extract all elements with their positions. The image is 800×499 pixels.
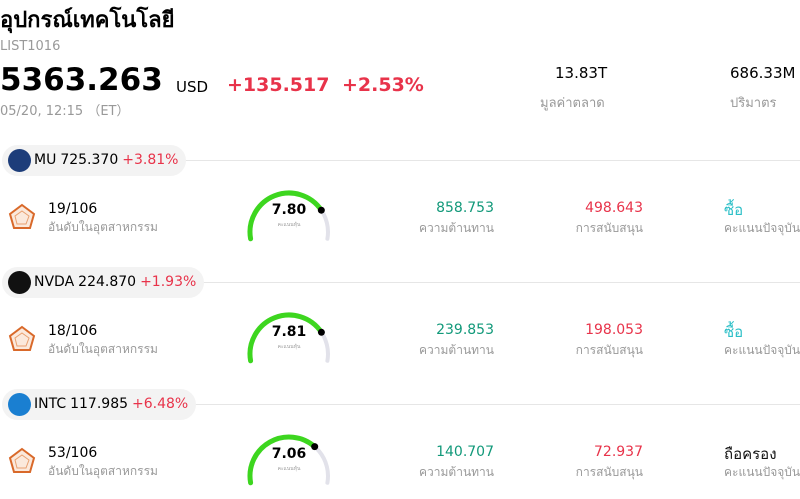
support-label: การสนับสนุน <box>575 343 643 357</box>
logo <box>8 271 31 294</box>
score-label: คะแนนหุ้น <box>277 344 301 350</box>
rating: ซื้อ <box>724 323 744 341</box>
rating-label: คะแนนปัจจุบัน <box>724 465 800 479</box>
code: LIST1016 <box>0 39 61 54</box>
resistance-label: ความต้านทาน <box>419 343 494 357</box>
resistance-label: ความต้านทาน <box>419 465 494 479</box>
gauge-fill <box>247 434 318 486</box>
resistance: 239.853 <box>436 322 494 338</box>
rank-label: อันดับในอุตสาหกรรม <box>48 464 158 478</box>
divider <box>180 160 800 161</box>
gauge-dot <box>311 443 319 451</box>
change: +135.517 <box>227 74 330 96</box>
pentagon <box>8 203 36 229</box>
rank: 18/106 <box>48 323 98 339</box>
stock-pill[interactable]: MU 725.370 +3.81% <box>2 145 187 176</box>
currency: USD <box>176 78 209 96</box>
ticker: MU <box>34 152 57 168</box>
rating-label: คะแนนปัจจุบัน <box>724 343 800 357</box>
gauge-fill <box>247 190 324 242</box>
gauge <box>247 434 330 486</box>
gauge <box>247 312 330 364</box>
resistance: 858.753 <box>436 200 494 216</box>
rank-icon <box>8 203 36 229</box>
rank-label: อันดับในอุตสาหกรรม <box>48 220 158 234</box>
time: 05/20, 12:15 （ET） <box>0 104 130 119</box>
stock-pill[interactable]: INTC 117.985 +6.48% <box>2 389 197 420</box>
logo <box>8 149 31 172</box>
rating: ซื้อ <box>724 201 744 219</box>
support-label: การสนับสนุน <box>575 221 643 235</box>
resistance: 140.707 <box>436 444 494 460</box>
stat-label: ปริมาตร <box>730 96 777 111</box>
change-pct: +3.81% <box>122 152 179 168</box>
rating-label: คะแนนปัจจุบัน <box>724 221 800 235</box>
logo <box>8 393 31 416</box>
price: 5363.263 <box>0 62 163 98</box>
pentagon <box>8 447 36 473</box>
rank-label: อันดับในอุตสาหกรรม <box>48 342 158 356</box>
support-label: การสนับสนุน <box>575 465 643 479</box>
support: 72.937 <box>594 444 643 460</box>
divider <box>180 282 800 283</box>
ticker: NVDA <box>34 274 75 290</box>
rank-icon <box>8 325 36 351</box>
pentagon <box>8 325 36 351</box>
change-pct: +6.48% <box>132 396 189 412</box>
rank: 53/106 <box>48 445 98 461</box>
pentagon-inner <box>14 210 30 225</box>
support: 198.053 <box>585 322 643 338</box>
divider <box>180 404 800 405</box>
pentagon-inner <box>14 454 30 469</box>
ticker: INTC <box>34 396 67 412</box>
stat-label: มูลค่าตลาด <box>540 96 605 111</box>
rating: ถือครอง <box>724 445 777 463</box>
gauge-fill <box>247 312 324 364</box>
change-pct: +1.93% <box>140 274 197 290</box>
resistance-label: ความต้านทาน <box>419 221 494 235</box>
stock-pill[interactable]: NVDA 224.870 +1.93% <box>2 267 205 298</box>
stat-value: 686.33M <box>730 64 796 82</box>
rank: 19/106 <box>48 201 98 217</box>
score-label: คะแนนหุ้น <box>277 466 301 472</box>
score: 7.06 <box>271 446 307 462</box>
price: 224.870 <box>78 274 137 290</box>
change-pct: +2.53% <box>342 74 424 96</box>
gauge-dot <box>317 206 325 214</box>
price: 117.985 <box>70 396 129 412</box>
stat-value: 13.83T <box>555 64 608 82</box>
score-label: คะแนนหุ้น <box>277 222 301 228</box>
rank-icon <box>8 447 36 473</box>
gauge <box>247 190 330 242</box>
support: 498.643 <box>585 200 643 216</box>
pentagon-inner <box>14 332 30 347</box>
gauge-dot <box>317 328 325 336</box>
score: 7.80 <box>271 202 307 218</box>
title: อุปกรณ์เทคโนโลยี <box>0 8 175 33</box>
score: 7.81 <box>271 324 307 340</box>
price: 725.370 <box>60 152 119 168</box>
